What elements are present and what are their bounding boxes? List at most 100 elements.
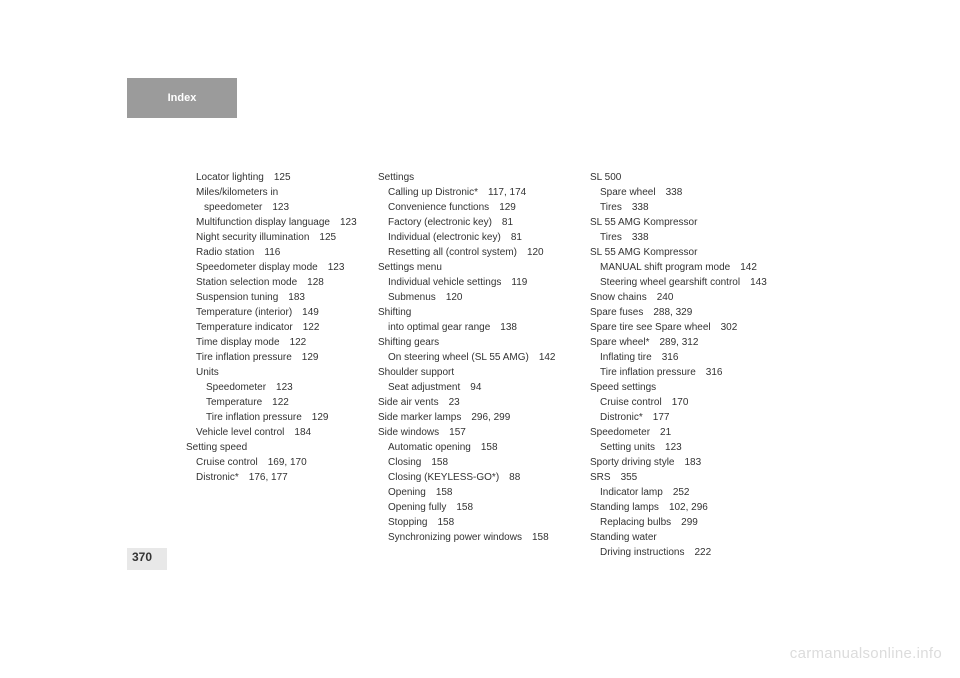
index-entry-pages: 122: [293, 322, 320, 333]
index-entry: Temperature indicator122: [186, 320, 356, 335]
index-entry: Station selection mode128: [186, 275, 356, 290]
index-entry-pages: 125: [264, 172, 291, 183]
index-entry: Side air vents23: [378, 395, 568, 410]
index-columns: Locator lighting125Miles/kilometers insp…: [186, 170, 790, 560]
index-entry-pages: 338: [622, 232, 649, 243]
index-entry: into optimal gear range138: [378, 320, 568, 335]
index-entry-text: Multifunction display language: [196, 217, 330, 228]
index-entry: Speedometer21: [590, 425, 790, 440]
index-entry-pages: 129: [302, 412, 329, 423]
index-column-3: SL 500Spare wheel338Tires338SL 55 AMG Ko…: [590, 170, 790, 560]
index-entry-pages: 252: [663, 487, 690, 498]
index-entry-pages: 119: [501, 277, 527, 288]
index-entry: Tire inflation pressure129: [186, 410, 356, 425]
index-entry-pages: 120: [436, 292, 463, 303]
index-entry-pages: 123: [262, 202, 289, 213]
index-entry: SL 55 AMG Kompressor: [590, 245, 790, 260]
index-entry: Night security illumination125: [186, 230, 356, 245]
index-entry-pages: 158: [522, 532, 549, 543]
index-entry-text: MANUAL shift program mode: [600, 262, 730, 273]
index-entry: Convenience functions129: [378, 200, 568, 215]
index-entry-text: Spare wheel: [600, 187, 656, 198]
index-entry-pages: 117, 174: [478, 187, 526, 198]
index-entry-pages: 169, 170: [258, 457, 307, 468]
index-entry-pages: 158: [446, 502, 473, 513]
index-entry: Standing lamps102, 296: [590, 500, 790, 515]
index-entry-text: Spare fuses: [590, 307, 643, 318]
index-entry-text: Speedometer: [206, 382, 266, 393]
index-entry: Spare wheel338: [590, 185, 790, 200]
index-entry-pages: 142: [529, 352, 556, 363]
index-entry: Temperature122: [186, 395, 356, 410]
index-entry: Individual (electronic key)81: [378, 230, 568, 245]
index-entry: Distronic*176, 177: [186, 470, 356, 485]
index-entry-pages: 158: [471, 442, 498, 453]
index-entry-text: Temperature: [206, 397, 262, 408]
index-entry-text: Temperature indicator: [196, 322, 293, 333]
index-entry-pages: 338: [656, 187, 683, 198]
index-entry: Shifting gears: [378, 335, 568, 350]
index-entry: Steering wheel gearshift control143: [590, 275, 790, 290]
index-entry-text: Tire inflation pressure: [600, 367, 696, 378]
index-entry-text: into optimal gear range: [388, 322, 490, 333]
index-entry-text: Vehicle level control: [196, 427, 284, 438]
index-header-bar: Index: [127, 78, 237, 118]
index-entry-text: Radio station: [196, 247, 254, 258]
index-entry: Vehicle level control184: [186, 425, 356, 440]
index-entry: Sporty driving style183: [590, 455, 790, 470]
index-entry-text: Calling up Distronic*: [388, 187, 478, 198]
index-entry: MANUAL shift program mode142: [590, 260, 790, 275]
index-entry: Time display mode122: [186, 335, 356, 350]
index-entry-text: Setting speed: [186, 442, 247, 453]
index-entry-pages: 138: [490, 322, 517, 333]
index-entry-pages: 158: [426, 487, 453, 498]
index-entry-pages: 123: [318, 262, 345, 273]
index-entry-text: Speed settings: [590, 382, 656, 393]
index-entry-pages: 222: [684, 547, 711, 558]
index-entry: Setting speed: [186, 440, 356, 455]
index-entry-text: Automatic opening: [388, 442, 471, 453]
index-entry: Submenus120: [378, 290, 568, 305]
index-entry: Tires338: [590, 200, 790, 215]
index-entry-pages: 102, 296: [659, 502, 708, 513]
index-entry-text: On steering wheel (SL 55 AMG): [388, 352, 529, 363]
index-entry-text: Cruise control: [600, 397, 662, 408]
index-entry: Opening fully158: [378, 500, 568, 515]
index-entry-pages: 157: [439, 427, 466, 438]
index-entry-text: Resetting all (control system): [388, 247, 517, 258]
index-entry-text: Inflating tire: [600, 352, 652, 363]
index-entry: Seat adjustment94: [378, 380, 568, 395]
index-entry-pages: 23: [439, 397, 460, 408]
index-entry-text: Sporty driving style: [590, 457, 674, 468]
index-entry-text: Distronic*: [600, 412, 643, 423]
index-entry-pages: 123: [655, 442, 682, 453]
index-entry-text: Synchronizing power windows: [388, 532, 522, 543]
index-entry: SL 55 AMG Kompressor: [590, 215, 790, 230]
index-entry: Spare fuses288, 329: [590, 305, 790, 320]
index-entry-pages: 176, 177: [239, 472, 288, 483]
index-entry-text: SL 55 AMG Kompressor: [590, 217, 697, 228]
index-entry-text: Night security illumination: [196, 232, 309, 243]
index-entry-text: Opening: [388, 487, 426, 498]
index-entry: Setting units123: [590, 440, 790, 455]
index-header-label: Index: [168, 92, 197, 104]
index-entry: Locator lighting125: [186, 170, 356, 185]
index-entry-text: Spare wheel*: [590, 337, 649, 348]
index-entry-pages: 129: [292, 352, 319, 363]
index-entry: Tire inflation pressure316: [590, 365, 790, 380]
index-entry-text: Closing: [388, 457, 421, 468]
index-entry: Miles/kilometers in: [186, 185, 356, 200]
index-entry: Automatic opening158: [378, 440, 568, 455]
index-entry-text: Cruise control: [196, 457, 258, 468]
index-entry: Inflating tire316: [590, 350, 790, 365]
index-entry: Units: [186, 365, 356, 380]
index-entry-pages: 122: [280, 337, 307, 348]
index-entry: Replacing bulbs299: [590, 515, 790, 530]
index-entry-pages: 149: [292, 307, 319, 318]
index-entry-text: SL 500: [590, 172, 621, 183]
watermark: carmanualsonline.info: [790, 645, 942, 662]
index-entry-pages: 158: [421, 457, 448, 468]
index-entry-text: Suspension tuning: [196, 292, 278, 303]
index-entry-pages: 142: [730, 262, 757, 273]
index-column-1: Locator lighting125Miles/kilometers insp…: [186, 170, 356, 560]
